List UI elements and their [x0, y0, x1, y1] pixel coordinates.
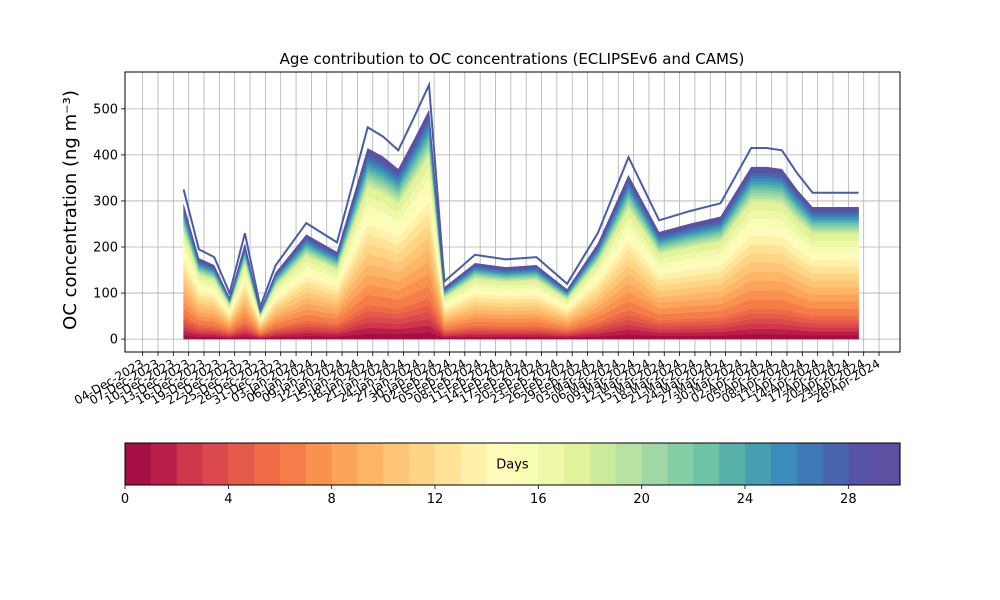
colorbar-swatch — [383, 443, 410, 485]
colorbar-swatch — [176, 443, 204, 485]
colorbar-swatch — [512, 443, 539, 485]
colorbar-swatch — [745, 443, 772, 485]
y-tick-label: 300 — [93, 194, 118, 209]
total-outline — [182, 80, 859, 311]
colorbar-swatch — [460, 443, 488, 485]
colorbar-swatch — [280, 443, 307, 485]
colorbar-tick-label: 0 — [121, 492, 129, 507]
colorbar-swatch — [486, 443, 514, 485]
colorbar-tick-label: 4 — [224, 492, 232, 507]
colorbar-swatch — [125, 443, 152, 485]
y-tick-label: 500 — [93, 102, 118, 117]
y-tick-label: 100 — [93, 287, 118, 302]
plot-area: 010020030040050004-Dec-202307-Dec-202310… — [72, 71, 901, 407]
colorbar-swatch — [564, 443, 591, 485]
colorbar-swatch — [641, 443, 669, 485]
colorbar-swatch — [305, 443, 333, 485]
colorbar-tick-label: 20 — [633, 492, 650, 507]
colorbar-tick-label: 16 — [530, 492, 547, 507]
colorbar-swatch — [848, 443, 875, 485]
chart-title: Age contribution to OC concentrations (E… — [280, 50, 745, 68]
colorbar-label: Days — [496, 458, 529, 473]
colorbar-swatch — [254, 443, 281, 485]
colorbar-swatch — [202, 443, 229, 485]
colorbar-swatch — [770, 443, 798, 485]
colorbar-swatch — [667, 443, 694, 485]
colorbar-swatch — [150, 443, 178, 485]
colorbar-swatch — [590, 443, 617, 485]
y-tick-label: 400 — [93, 148, 118, 163]
colorbar-swatch — [719, 443, 746, 485]
colorbar-tick-label: 12 — [427, 492, 444, 507]
colorbar-swatch — [822, 443, 849, 485]
colorbar-swatch — [435, 443, 462, 485]
colorbar-swatch — [357, 443, 384, 485]
plot-frame — [124, 71, 901, 353]
colorbar-swatch — [228, 443, 255, 485]
colorbar-frame — [124, 442, 901, 486]
colorbar-tick-label: 8 — [328, 492, 336, 507]
colorbar-swatch — [874, 443, 901, 485]
colorbar-swatch — [409, 443, 436, 485]
colorbar-tick-label: 28 — [840, 492, 857, 507]
y-tick-label: 200 — [93, 241, 118, 256]
colorbar: Days 0 4 8 12 16 20 24 28 — [121, 442, 901, 507]
colorbar-tick-label: 24 — [737, 492, 754, 507]
y-tick-label: 0 — [110, 333, 118, 348]
y-axis-label: OC concentration (ng m⁻³) — [60, 90, 81, 330]
colorbar-swatch — [615, 443, 643, 485]
colorbar-swatch — [796, 443, 824, 485]
colorbar-swatch — [693, 443, 720, 485]
colorbar-swatch — [538, 443, 565, 485]
area-layer — [183, 109, 859, 312]
colorbar-swatch — [331, 443, 359, 485]
